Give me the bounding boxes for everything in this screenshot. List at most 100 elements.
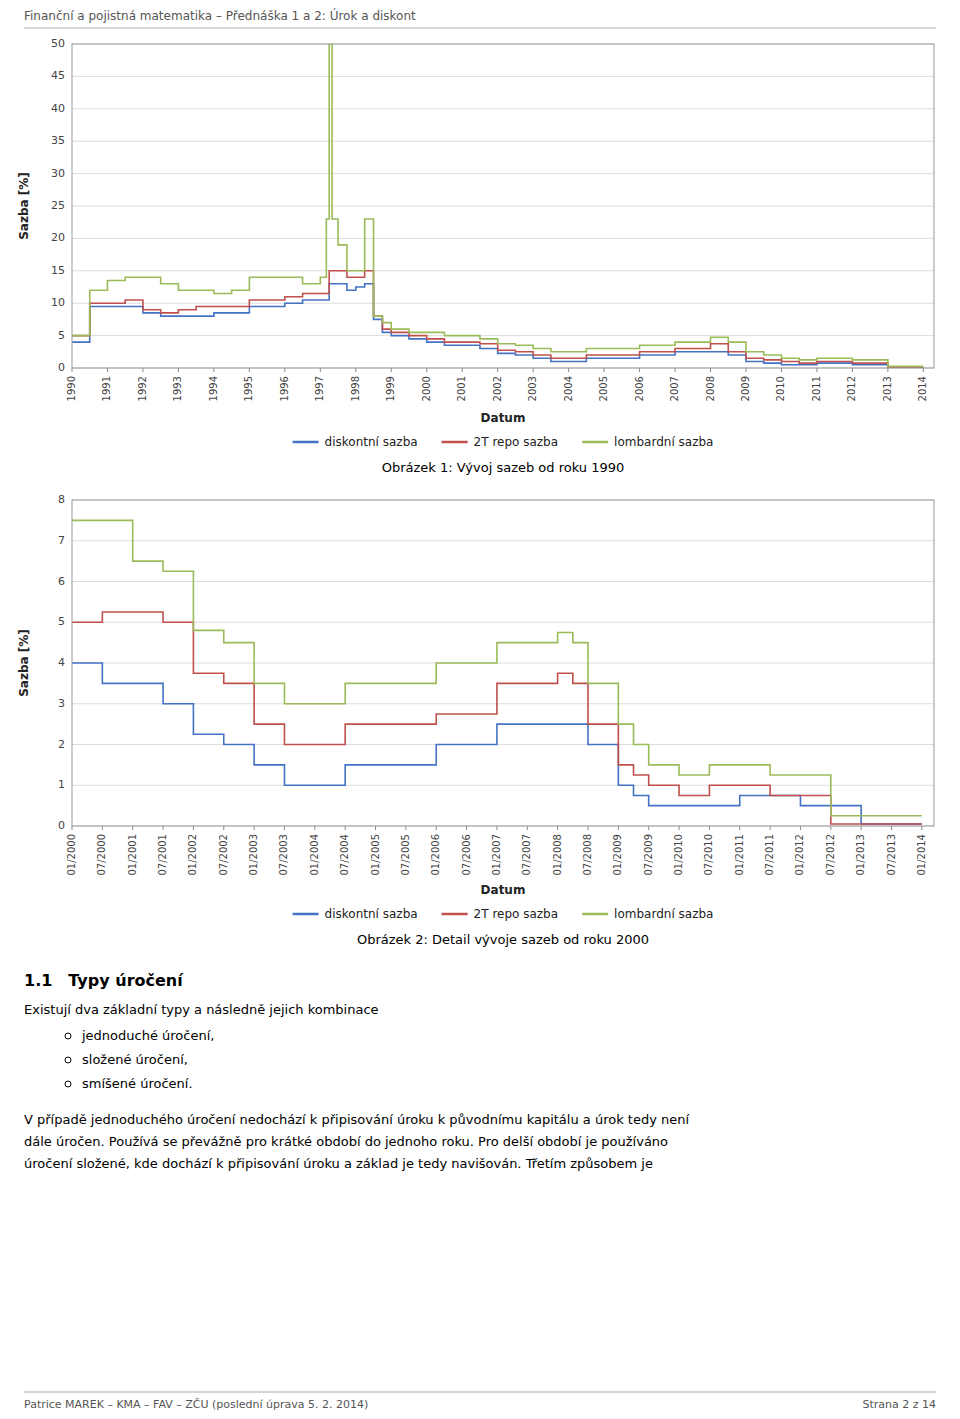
grid-line: [72, 663, 934, 664]
x-axis-label: Datum: [481, 411, 526, 425]
x-tick: [132, 826, 133, 830]
y-tick-label: 0: [58, 361, 65, 374]
x-tick: [391, 368, 392, 372]
x-tick-label: 07/2001: [157, 834, 168, 876]
series-line: [72, 520, 922, 815]
y-tick-label: 45: [51, 69, 65, 82]
x-tick: [320, 368, 321, 372]
x-tick: [739, 826, 740, 830]
x-tick: [193, 826, 194, 830]
x-tick-label: 01/2008: [552, 834, 563, 876]
x-tick: [852, 368, 853, 372]
x-tick-label: 07/2004: [339, 834, 350, 876]
x-tick: [223, 826, 224, 830]
x-tick: [709, 826, 710, 830]
plot-frame: [72, 500, 934, 826]
x-tick: [710, 368, 711, 372]
x-tick-label: 2014: [917, 376, 928, 401]
page-title: Finanční a pojistná matematika – Přednáš…: [24, 8, 416, 23]
section-heading: 1.1 Typy úročení: [24, 971, 184, 990]
bullet-text: jednoduché úročení,: [81, 1028, 214, 1043]
x-tick-label: 07/2002: [218, 834, 229, 876]
x-tick-label: 01/2002: [187, 834, 198, 876]
plot-area: [72, 44, 923, 368]
x-tick: [604, 368, 605, 372]
x-tick-label: 2002: [492, 376, 503, 401]
grid-line: [72, 76, 934, 77]
y-tick-label: 20: [51, 231, 65, 244]
x-tick-label: 1991: [101, 376, 112, 401]
grid-line: [72, 703, 934, 704]
legend-swatch: [293, 913, 319, 916]
x-tick-label: 01/2000: [66, 834, 77, 876]
x-tick-label: 07/2005: [400, 834, 411, 876]
x-tick: [648, 826, 649, 830]
x-tick-label: 01/2006: [430, 834, 441, 876]
grid-line: [72, 206, 934, 207]
x-tick-label: 2011: [811, 376, 822, 401]
y-tick-label: 30: [51, 167, 65, 180]
legend-swatch: [293, 441, 319, 444]
grid-line: [72, 785, 934, 786]
y-tick-label: 0: [58, 819, 65, 832]
x-tick-label: 2006: [634, 376, 645, 401]
paragraph-line: úročení složené, kde dochází k připisová…: [24, 1156, 653, 1171]
x-tick: [102, 826, 103, 830]
x-tick-label: 01/2003: [248, 834, 259, 876]
x-tick: [405, 826, 406, 830]
x-tick: [745, 368, 746, 372]
y-tick-label: 50: [51, 37, 65, 50]
x-tick: [921, 826, 922, 830]
x-tick-label: 1992: [137, 376, 148, 401]
x-tick-label: 01/2007: [491, 834, 502, 876]
x-tick: [163, 826, 164, 830]
grid-line: [72, 108, 934, 109]
x-tick-label: 01/2001: [127, 834, 138, 876]
x-tick-label: 01/2005: [370, 834, 381, 876]
y-tick-label: 10: [51, 296, 65, 309]
legend-swatch: [582, 913, 608, 916]
header-rule: [24, 28, 936, 29]
x-tick-label: 2007: [669, 376, 680, 401]
paragraph-line: dále úročen. Používá se převážně pro krá…: [24, 1134, 668, 1149]
legend-label: diskontní sazba: [325, 435, 418, 449]
grid-line: [72, 173, 934, 174]
chart-caption: Obrázek 2: Detail vývoje sazeb od roku 2…: [357, 932, 649, 947]
x-tick: [527, 826, 528, 830]
bullet-text: smíšené úročení.: [82, 1076, 193, 1091]
x-tick: [497, 368, 498, 372]
x-tick-label: 2008: [705, 376, 716, 401]
x-tick-label: 1990: [66, 376, 77, 401]
x-tick-label: 01/2012: [794, 834, 805, 876]
x-tick-label: 1994: [208, 376, 219, 401]
x-tick-label: 07/2000: [96, 834, 107, 876]
x-tick-label: 2010: [775, 376, 786, 401]
paragraph: Existují dva základní typy a následně je…: [24, 1002, 379, 1017]
grid-line: [72, 141, 934, 142]
x-tick-label: 01/2013: [855, 834, 866, 876]
x-tick: [375, 826, 376, 830]
series-line: [72, 271, 923, 368]
grid-line: [72, 238, 934, 239]
chart: 0510152025303540455019901991199219931994…: [17, 37, 934, 475]
legend: diskontní sazba2T repo sazbalombardní sa…: [293, 907, 714, 921]
x-tick-label: 2005: [598, 376, 609, 401]
x-tick: [284, 368, 285, 372]
x-tick-label: 07/2007: [521, 834, 532, 876]
y-tick-label: 8: [58, 493, 65, 506]
y-tick-label: 35: [51, 134, 65, 147]
x-tick-label: 2004: [563, 376, 574, 401]
x-tick: [355, 368, 356, 372]
bullet-marker: [65, 1057, 71, 1063]
y-tick-label: 2: [58, 738, 65, 751]
y-tick-label: 1: [58, 778, 65, 791]
y-tick-label: 25: [51, 199, 65, 212]
plot-frame: [72, 44, 934, 368]
legend-swatch: [582, 441, 608, 444]
x-tick-label: 01/2011: [734, 834, 745, 876]
x-tick: [781, 368, 782, 372]
x-tick-label: 2009: [740, 376, 751, 401]
x-tick-label: 1993: [172, 376, 183, 401]
x-tick-label: 07/2008: [582, 834, 593, 876]
series-line: [72, 284, 923, 368]
